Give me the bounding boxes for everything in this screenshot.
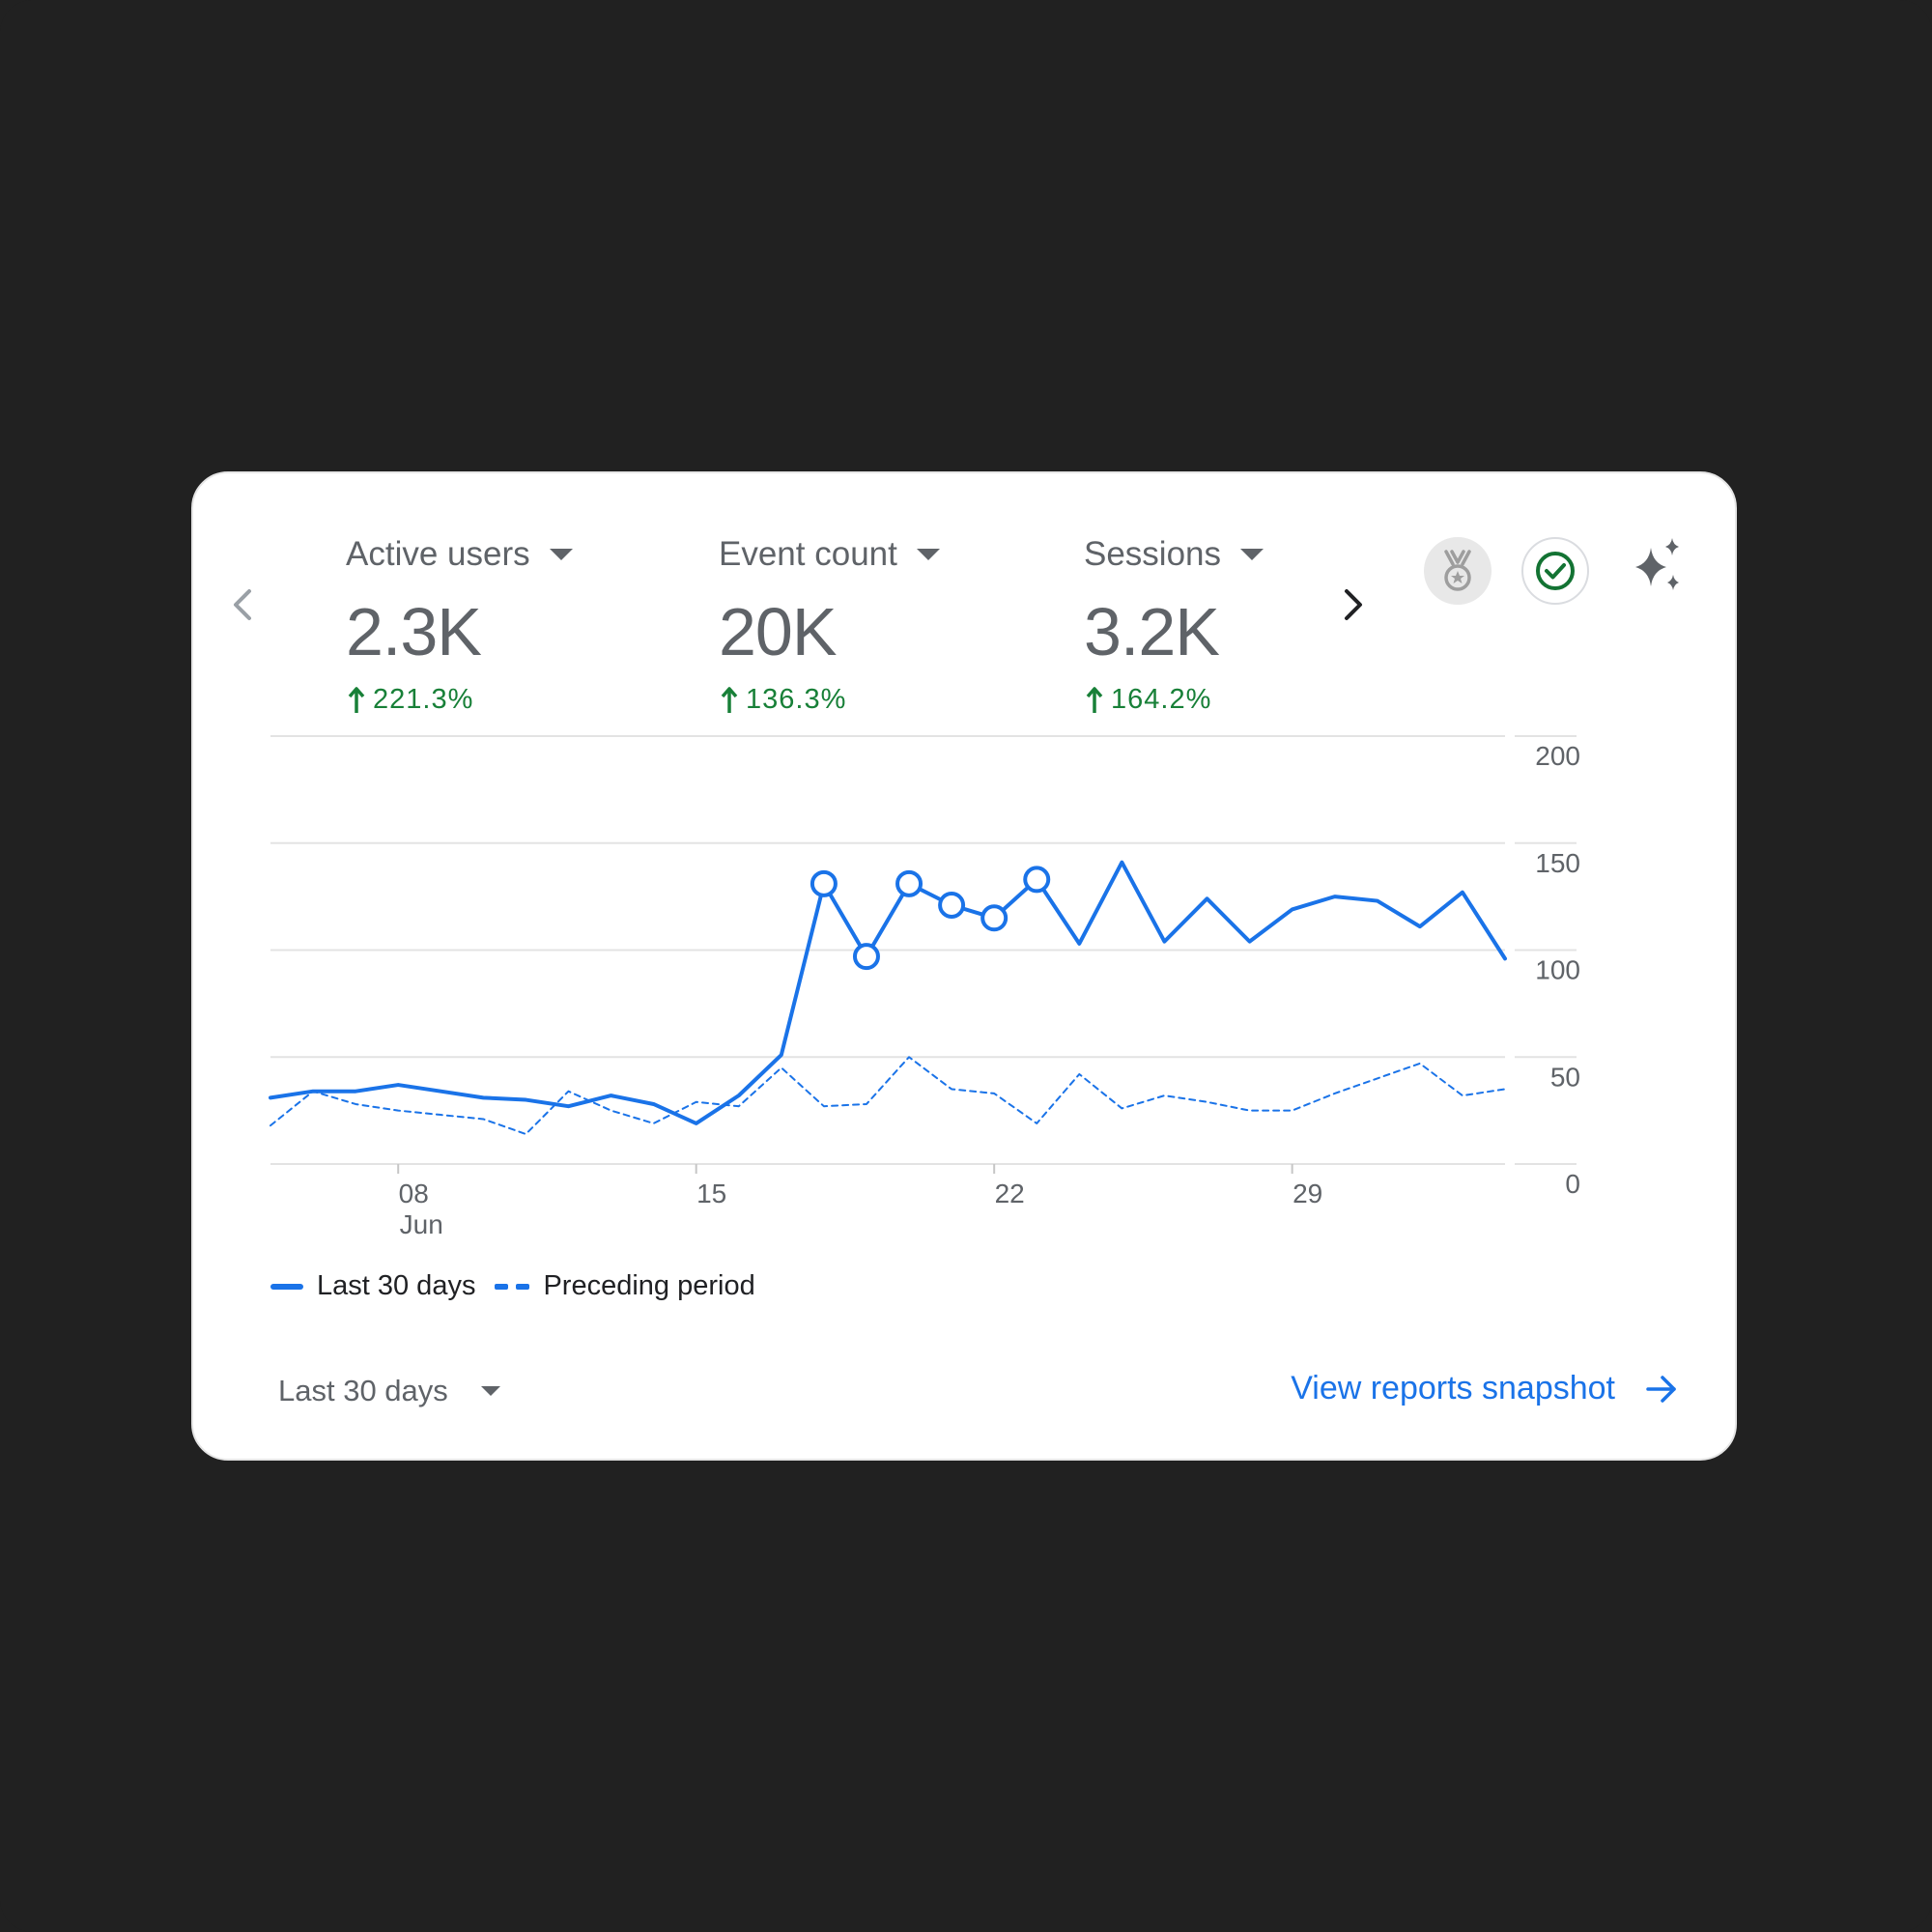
- next-metrics-button[interactable]: [1333, 578, 1372, 632]
- data-point-marker: [938, 891, 966, 919]
- metric-change: 136.3%: [719, 684, 940, 716]
- y-tick-label: 100: [1535, 955, 1580, 985]
- y-tick-label: 0: [1565, 1169, 1580, 1199]
- x-tick-label: 08: [399, 1179, 429, 1208]
- x-tick-sublabel: Jun: [400, 1209, 443, 1239]
- metric-selector[interactable]: Active users: [346, 535, 573, 574]
- view-reports-snapshot-link[interactable]: View reports snapshot: [1291, 1370, 1679, 1407]
- caret-down-icon: [1240, 549, 1264, 560]
- y-tick-label: 200: [1535, 741, 1580, 771]
- x-tick-label: 15: [696, 1179, 726, 1208]
- status-check-button[interactable]: [1521, 537, 1589, 605]
- insights-button[interactable]: [1623, 533, 1690, 601]
- caret-down-icon: [480, 1386, 500, 1396]
- achievement-button[interactable]: [1424, 537, 1492, 605]
- metric-change-value: 164.2%: [1111, 684, 1212, 715]
- y-tick-label: 150: [1535, 848, 1580, 878]
- series-line-last-30-days: [269, 860, 1507, 1125]
- legend-item-preceding-period[interactable]: Preceding period: [495, 1270, 755, 1302]
- check-circle-icon: [1536, 552, 1575, 590]
- link-label: View reports snapshot: [1291, 1370, 1615, 1406]
- date-range-label: Last 30 days: [278, 1374, 448, 1407]
- y-tick-label: 50: [1550, 1062, 1580, 1092]
- chevron-right-icon: [1345, 589, 1362, 620]
- metric-change-value: 221.3%: [373, 684, 474, 715]
- legend-label: Preceding period: [543, 1270, 755, 1301]
- previous-metrics-button[interactable]: [224, 578, 263, 632]
- arrow-up-icon: [721, 686, 738, 713]
- x-tick-label: 22: [995, 1179, 1025, 1208]
- medal-icon: [1444, 550, 1471, 591]
- metric-selector[interactable]: Event count: [719, 535, 940, 574]
- metric-change: 221.3%: [346, 684, 573, 716]
- arrow-right-icon: [1646, 1375, 1676, 1403]
- metric-label: Sessions: [1084, 535, 1222, 573]
- chart-legend: Last 30 days Preceding period: [270, 1270, 775, 1302]
- sparkle-icon: [1635, 538, 1679, 590]
- data-point-marker: [895, 869, 923, 897]
- metric-label: Event count: [719, 535, 897, 573]
- legend-label: Last 30 days: [317, 1270, 476, 1301]
- legend-dashed-line: [495, 1283, 530, 1290]
- metric-sessions: Sessions 3.2K 164.2%: [1084, 535, 1264, 716]
- metric-value: 3.2K: [1084, 594, 1220, 669]
- x-tick-label: 29: [1293, 1179, 1322, 1208]
- metric-event-count: Event count 20K 136.3%: [719, 535, 940, 716]
- date-range-dropdown[interactable]: Last 30 days: [278, 1374, 500, 1408]
- series-line-preceding-period: [270, 1056, 1506, 1135]
- metric-value: 2.3K: [346, 594, 482, 669]
- data-point-marker: [852, 943, 880, 971]
- metric-change-value: 136.3%: [746, 684, 847, 715]
- metric-change: 164.2%: [1084, 684, 1264, 716]
- data-point-marker: [1023, 866, 1051, 894]
- metric-active-users: Active users 2.3K 221.3%: [346, 535, 573, 716]
- legend-solid-line: [270, 1283, 303, 1290]
- chevron-left-icon: [234, 589, 251, 620]
- data-point-marker: [980, 904, 1009, 932]
- arrow-up-icon: [348, 686, 365, 713]
- arrow-up-icon: [1086, 686, 1103, 713]
- legend-item-last-30-days[interactable]: Last 30 days: [270, 1270, 475, 1302]
- metric-label: Active users: [346, 535, 530, 573]
- caret-down-icon: [916, 549, 940, 560]
- data-point-marker: [810, 869, 838, 897]
- caret-down-icon: [549, 549, 573, 560]
- metric-selector[interactable]: Sessions: [1084, 535, 1264, 574]
- reports-card: Active users 2.3K 221.3% Event count 20K…: [191, 471, 1737, 1461]
- metric-value: 20K: [719, 594, 838, 669]
